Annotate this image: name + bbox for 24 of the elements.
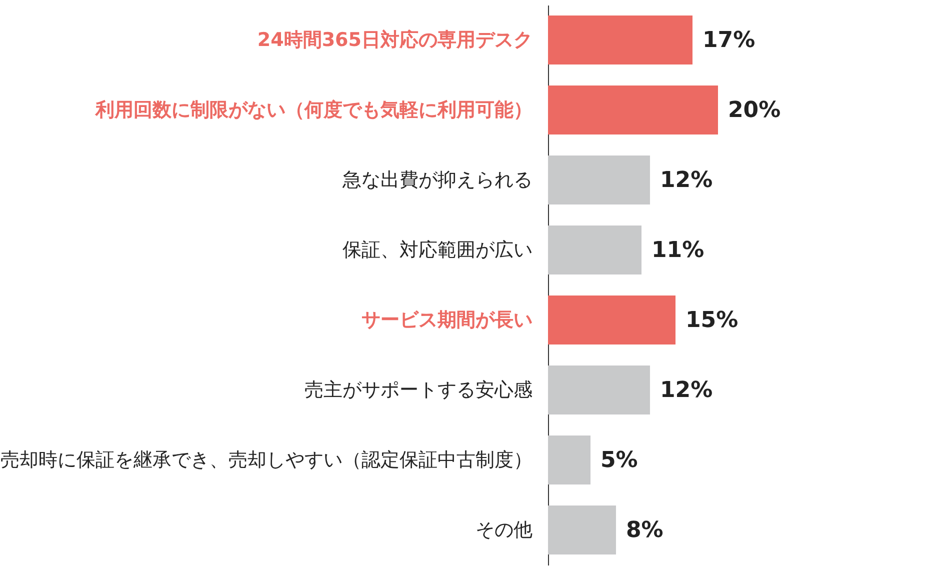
bar: [548, 506, 616, 554]
data-label: 20%: [728, 98, 781, 123]
bar: [548, 366, 650, 414]
data-label: 5%: [600, 448, 638, 473]
bar: [548, 436, 590, 484]
data-label: 15%: [686, 308, 738, 333]
y-tick-label: 24時間365日対応の専用デスク: [257, 29, 532, 51]
bar: [548, 86, 718, 134]
y-tick-label: 急な出費が抑えられる: [342, 169, 532, 191]
data-label: 12%: [660, 168, 713, 193]
data-label: 11%: [652, 238, 704, 263]
y-tick-label: 売主がサポートする安心感: [304, 379, 532, 401]
data-label: 12%: [660, 378, 713, 403]
y-tick-label: 売却時に保証を継承でき、売却しやすい（認定保証中古制度）: [0, 449, 532, 471]
data-label: 8%: [626, 518, 664, 543]
y-tick-label: サービス期間が長い: [362, 309, 532, 331]
bar: [548, 156, 650, 204]
bar: [548, 296, 676, 344]
bar: [548, 226, 642, 274]
data-label: 17%: [702, 28, 756, 53]
y-tick-label: 保証、対応範囲が広い: [342, 239, 532, 261]
y-tick-label: その他: [476, 519, 532, 541]
bar: [548, 16, 692, 64]
y-tick-label: 利用回数に制限がない（何度でも気軽に利用可能）: [94, 99, 532, 121]
